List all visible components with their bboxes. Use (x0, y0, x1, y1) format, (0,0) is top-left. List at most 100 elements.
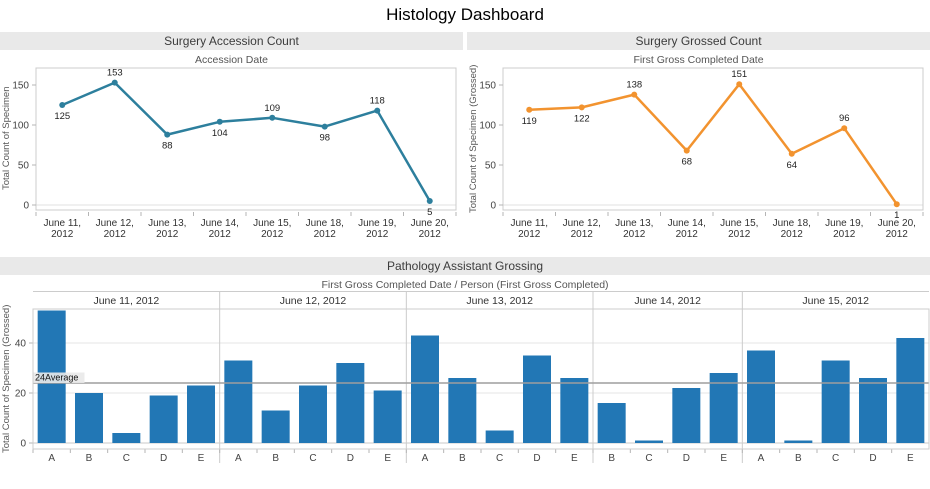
accession-point-4[interactable] (269, 114, 276, 121)
grossing-bar-chart: 0 20 40 June 11, 2012 A B C D E June 12, 2012 A B C D… (15, 291, 930, 464)
bar-June-14-2012-B[interactable] (597, 403, 626, 443)
grossing-category-label: B (608, 453, 615, 464)
bar-June-12-2012-B[interactable] (261, 410, 290, 444)
accession-x-label-line1: June 14, (201, 218, 239, 229)
accession-point-2[interactable] (164, 131, 171, 138)
accession-y-tick-label: 150 (12, 81, 29, 92)
bar-June-13-2012-B[interactable] (448, 378, 477, 443)
panel-pathology-assistant-grossing: Pathology Assistant Grossing First Gross… (0, 257, 930, 466)
grossing-plot-border (32, 308, 930, 450)
grossing-category-label: D (160, 453, 167, 464)
panel-title-grossed: Surgery Grossed Count (467, 32, 930, 50)
grossed-point-label: 96 (839, 113, 850, 124)
grossed-point-0[interactable] (526, 106, 533, 113)
grossed-x-label-line1: June 20, (878, 218, 916, 229)
bar-June-11-2012-E[interactable] (187, 385, 215, 444)
grossed-point-label: 119 (522, 116, 537, 127)
grossed-y-tick-label: 150 (479, 81, 496, 92)
bar-June-15-2012-E[interactable] (896, 338, 925, 443)
bar-June-14-2012-D[interactable] (672, 388, 701, 443)
grossed-series-line[interactable] (528, 82, 898, 206)
accession-x-label-line1: June 15, (253, 218, 291, 229)
accession-x-label-line2: 2012 (261, 229, 284, 240)
bar-June-11-2012-C[interactable] (112, 433, 141, 443)
grossed-point-1[interactable] (578, 104, 585, 111)
grossing-group-header: June 11, 2012 (93, 295, 159, 307)
grossing-y-tick-label: 20 (15, 389, 27, 400)
grossing-group-header: June 13, 2012 (466, 295, 533, 307)
accession-y-tick-label: 50 (18, 161, 30, 172)
bar-June-12-2012-D[interactable] (336, 363, 365, 443)
accession-x-label-line2: 2012 (104, 229, 127, 240)
bar-June-14-2012-C[interactable] (635, 440, 663, 444)
grossed-x-label-line2: 2012 (518, 229, 541, 240)
accession-x-label-line2: 2012 (366, 229, 389, 240)
accession-x-label-line2: 2012 (209, 229, 232, 240)
accession-point-1[interactable] (111, 79, 118, 86)
accession-point-label: 104 (212, 128, 228, 139)
grossing-category-label: C (496, 453, 503, 464)
bar-June-13-2012-D[interactable] (523, 355, 551, 444)
grossed-point-label: 68 (681, 157, 692, 168)
accession-point-label: 153 (107, 68, 123, 79)
grossing-group-header: June 15, 2012 (802, 295, 869, 307)
grossed-point-3[interactable] (683, 147, 690, 154)
grossing-category-label: C (123, 453, 130, 464)
grossing-category-label: E (907, 453, 914, 464)
grossing-y-tick-label: 40 (15, 339, 27, 350)
accession-x-label-line1: June 11, (43, 218, 81, 229)
grossed-x-label-line2: 2012 (886, 229, 909, 240)
panel-surgery-grossed-count: Surgery Grossed Count First Gross Comple… (467, 32, 930, 249)
grossed-x-label-line1: June 14, (668, 218, 706, 229)
accession-x-label-line1: June 20, (411, 218, 449, 229)
grossed-x-label-line2: 2012 (833, 229, 856, 240)
grossed-point-4[interactable] (736, 81, 743, 88)
grossing-chart-area: Total Count of Specimen (Grossed) 0 20 40 J… (0, 291, 930, 466)
bar-June-15-2012-D[interactable] (859, 378, 887, 443)
grossing-y-tick-label: 0 (20, 439, 26, 450)
grossed-x-label-line1: June 13, (615, 218, 653, 229)
grossed-point-6[interactable] (841, 125, 848, 132)
accession-y-tick-label: 100 (12, 121, 29, 132)
accession-point-label: 118 (370, 96, 385, 107)
bar-June-13-2012-A[interactable] (411, 335, 439, 444)
bar-June-15-2012-A[interactable] (747, 350, 775, 444)
bar-June-12-2012-E[interactable] (373, 390, 402, 444)
accession-y-axis-label: Total Count of Specimen (1, 86, 12, 191)
bar-June-15-2012-B[interactable] (784, 440, 813, 444)
grossed-point-5[interactable] (788, 150, 795, 157)
bar-June-13-2012-C[interactable] (485, 430, 514, 444)
accession-y-tick-label: 0 (23, 201, 29, 212)
bar-June-11-2012-D[interactable] (149, 395, 178, 444)
accession-point-0[interactable] (59, 102, 66, 108)
accession-point-5[interactable] (321, 123, 328, 130)
grossing-category-label: C (645, 453, 652, 464)
bar-June-15-2012-C[interactable] (821, 360, 850, 444)
bar-June-12-2012-C[interactable] (299, 385, 327, 444)
accession-series-line[interactable] (61, 81, 431, 203)
grossed-point-label: 122 (574, 113, 590, 124)
bar-June-12-2012-A[interactable] (224, 360, 253, 444)
accession-point-3[interactable] (216, 118, 223, 125)
bar-June-13-2012-E[interactable] (560, 378, 589, 443)
accession-x-label-line2: 2012 (314, 229, 337, 240)
grossed-x-label-line1: June 12, (563, 218, 601, 229)
top-charts-row: Surgery Accession Count Accession Date T… (0, 32, 930, 249)
bar-June-14-2012-E[interactable] (709, 373, 738, 443)
accession-x-label-line2: 2012 (51, 229, 74, 240)
accession-point-6[interactable] (374, 107, 381, 114)
grossed-y-tick-label: 100 (479, 121, 496, 132)
grossed-x-label-line2: 2012 (623, 229, 646, 240)
histology-dashboard: Histology Dashboard Surgery Accession Co… (0, 5, 930, 466)
accession-x-label-line1: June 18, (306, 218, 344, 229)
grossed-point-2[interactable] (631, 91, 638, 98)
grossed-point-7[interactable] (893, 201, 900, 208)
accession-x-label-line2: 2012 (419, 229, 442, 240)
grossed-point-label: 151 (731, 69, 747, 80)
accession-plot-border (35, 67, 457, 211)
accession-point-7[interactable] (426, 198, 433, 204)
grossed-y-tick-label: 50 (485, 161, 497, 172)
bar-June-11-2012-B[interactable] (75, 393, 103, 443)
